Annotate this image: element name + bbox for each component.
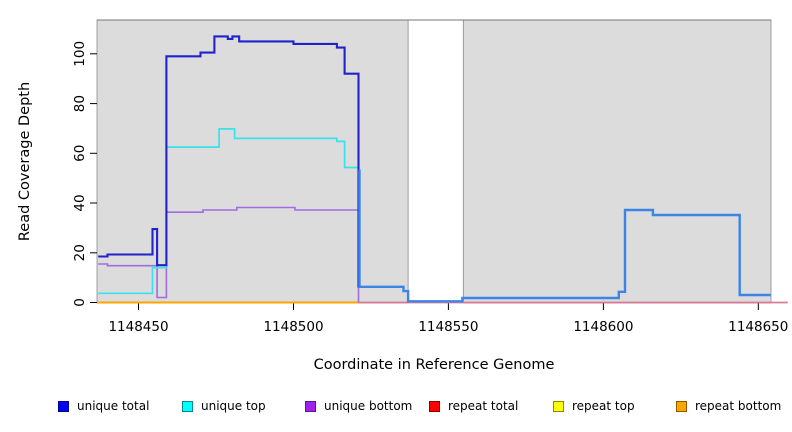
series-unique-bottom: [98, 206, 360, 303]
x-tick-label: 1148500: [263, 319, 323, 335]
series-unique-total: [98, 35, 360, 288]
panel-background: [462, 19, 772, 304]
legend-label: unique total: [77, 399, 150, 413]
legend-item-repeat-top: repeat top: [553, 394, 635, 418]
y-tick-label: 60: [72, 145, 88, 162]
x-axis-title: Coordinate in Reference Genome: [314, 357, 555, 373]
legend-swatch-unique-top: [182, 400, 193, 412]
legend-swatch-repeat-total: [429, 400, 440, 412]
legend-label: unique top: [201, 399, 266, 413]
series-total: [358, 169, 771, 303]
legend-label: repeat top: [572, 399, 635, 413]
legend-label: repeat total: [448, 399, 519, 413]
legend-label: unique bottom: [324, 399, 413, 413]
series-unique-top: [98, 128, 360, 295]
x-tick-label: 1148550: [418, 319, 478, 335]
panel-background: [96, 19, 409, 304]
y-tick-label: 0: [72, 298, 88, 307]
legend-swatch-unique-total: [58, 400, 69, 412]
legend-item-unique-top: unique top: [182, 394, 266, 418]
legend-swatch-repeat-bottom: [676, 400, 687, 412]
plot-layer: 1148450 1148500 1148550 1148600 1148650 0 20 40…: [72, 19, 788, 335]
legend-item-unique-total: unique total: [58, 394, 149, 418]
legend-swatch-repeat-top: [553, 400, 564, 412]
legend: unique total unique top unique bottom re…: [0, 394, 792, 418]
x-tick-label: 1148650: [728, 319, 788, 335]
y-tick-label: 80: [72, 95, 88, 112]
x-tick-label: 1148600: [573, 319, 633, 335]
legend-item-repeat-total: repeat total: [429, 394, 518, 418]
x-tick-label: 1148450: [108, 319, 168, 335]
legend-swatch-unique-bottom: [305, 400, 316, 412]
legend-label: repeat bottom: [695, 399, 782, 413]
legend-item-repeat-bottom: repeat bottom: [676, 394, 781, 418]
y-tick-label: 100: [72, 41, 88, 67]
y-axis-title: Read Coverage Depth: [17, 82, 33, 241]
y-tick-label: 20: [72, 244, 88, 261]
legend-item-unique-bottom: unique bottom: [305, 394, 412, 418]
y-tick-label: 40: [72, 194, 88, 211]
